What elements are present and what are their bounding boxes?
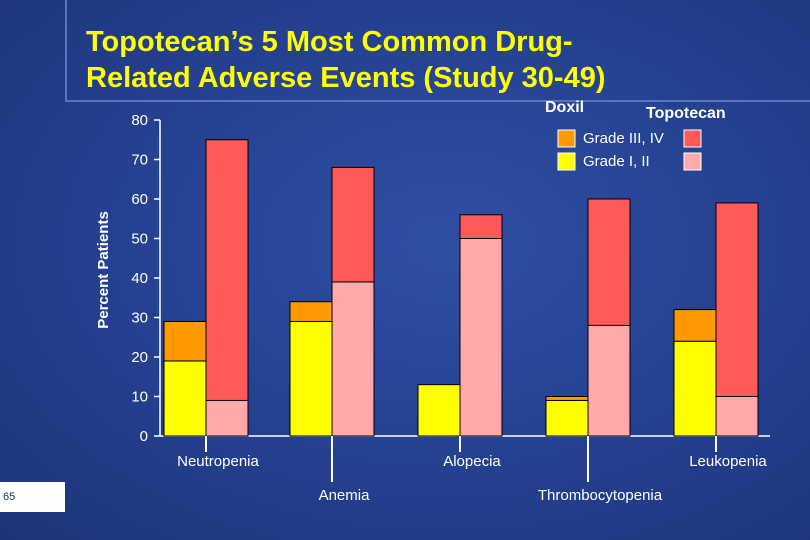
x-category-label-anemia: Anemia bbox=[319, 487, 371, 504]
slide-number-panel bbox=[0, 482, 65, 512]
y-tick-label: 60 bbox=[131, 191, 148, 208]
legend: Doxil Topotecan Grade III, IV Grade I, I… bbox=[545, 99, 726, 171]
bar-anemia-topotecan-grade-iii-iv bbox=[331, 166, 375, 283]
legend-swatch-doxil-grade-1-2 bbox=[557, 152, 576, 171]
bar-leukopenia-doxil-grade-iii-iv bbox=[673, 309, 717, 342]
bar-alopecia-doxil-grade-i-ii bbox=[417, 384, 461, 437]
legend-swatch-topotecan-grade-1-2 bbox=[683, 152, 702, 171]
y-tick-label: 80 bbox=[131, 112, 148, 129]
slide-number: 65 bbox=[3, 491, 16, 503]
legend-swatch-topotecan-grade-3-4 bbox=[683, 129, 702, 148]
x-category-label-neutropenia: Neutropenia bbox=[177, 453, 259, 470]
legend-row-grade-1-2: Grade I, II bbox=[583, 153, 650, 170]
bar-thrombocytopenia-doxil-grade-i-ii bbox=[545, 399, 589, 437]
x-category-label-leukopenia: Leukopenia bbox=[689, 453, 767, 470]
bar-thrombocytopenia-topotecan-grade-iii-iv bbox=[587, 198, 631, 326]
bar-anemia-doxil-grade-i-ii bbox=[289, 320, 333, 437]
x-category-label-thrombocytopenia: Thrombocytopenia bbox=[538, 487, 663, 504]
bar-neutropenia-doxil-grade-i-ii bbox=[163, 360, 207, 437]
y-tick-label: 0 bbox=[140, 428, 148, 445]
y-tick-label: 50 bbox=[131, 231, 148, 248]
y-tick-label: 40 bbox=[131, 270, 148, 287]
bar-leukopenia-topotecan-grade-i-ii bbox=[715, 396, 759, 437]
top-left-vertical-rule bbox=[65, 0, 67, 100]
bar-alopecia-topotecan-grade-iii-iv bbox=[459, 214, 503, 240]
bar-alopecia-topotecan-grade-i-ii bbox=[459, 238, 503, 437]
bar-neutropenia-topotecan-grade-i-ii bbox=[205, 399, 249, 437]
bar-anemia-topotecan-grade-i-ii bbox=[331, 281, 375, 437]
y-tick-label: 70 bbox=[131, 152, 148, 169]
x-category-label-alopecia: Alopecia bbox=[443, 453, 501, 470]
bar-neutropenia-doxil-grade-iii-iv bbox=[163, 320, 207, 362]
slide-title-line-1: Topotecan’s 5 Most Common Drug- bbox=[86, 26, 573, 58]
bar-thrombocytopenia-doxil-grade-iii-iv bbox=[545, 396, 589, 401]
title-underline-rule bbox=[65, 100, 810, 102]
legend-swatch-doxil-grade-3-4 bbox=[557, 129, 576, 148]
bar-leukopenia-topotecan-grade-iii-iv bbox=[715, 202, 759, 397]
legend-topotecan-heading: Topotecan bbox=[646, 105, 726, 122]
y-axis-label: Percent Patients bbox=[95, 211, 112, 329]
legend-row-grade-3-4: Grade III, IV bbox=[583, 130, 664, 147]
legend-doxil-heading: Doxil bbox=[545, 99, 584, 116]
bar-leukopenia-doxil-grade-i-ii bbox=[673, 340, 717, 437]
y-tick-label: 10 bbox=[131, 389, 148, 406]
y-tick-label: 20 bbox=[131, 349, 148, 366]
slide-title-line-2: Related Adverse Events (Study 30-49) bbox=[86, 62, 606, 94]
bar-anemia-doxil-grade-iii-iv bbox=[289, 301, 333, 322]
y-tick-label: 30 bbox=[131, 310, 148, 327]
bar-thrombocytopenia-topotecan-grade-i-ii bbox=[587, 324, 631, 437]
bar-neutropenia-topotecan-grade-iii-iv bbox=[205, 139, 249, 401]
slide-title: Topotecan’s 5 Most Common Drug- Related … bbox=[86, 24, 726, 96]
